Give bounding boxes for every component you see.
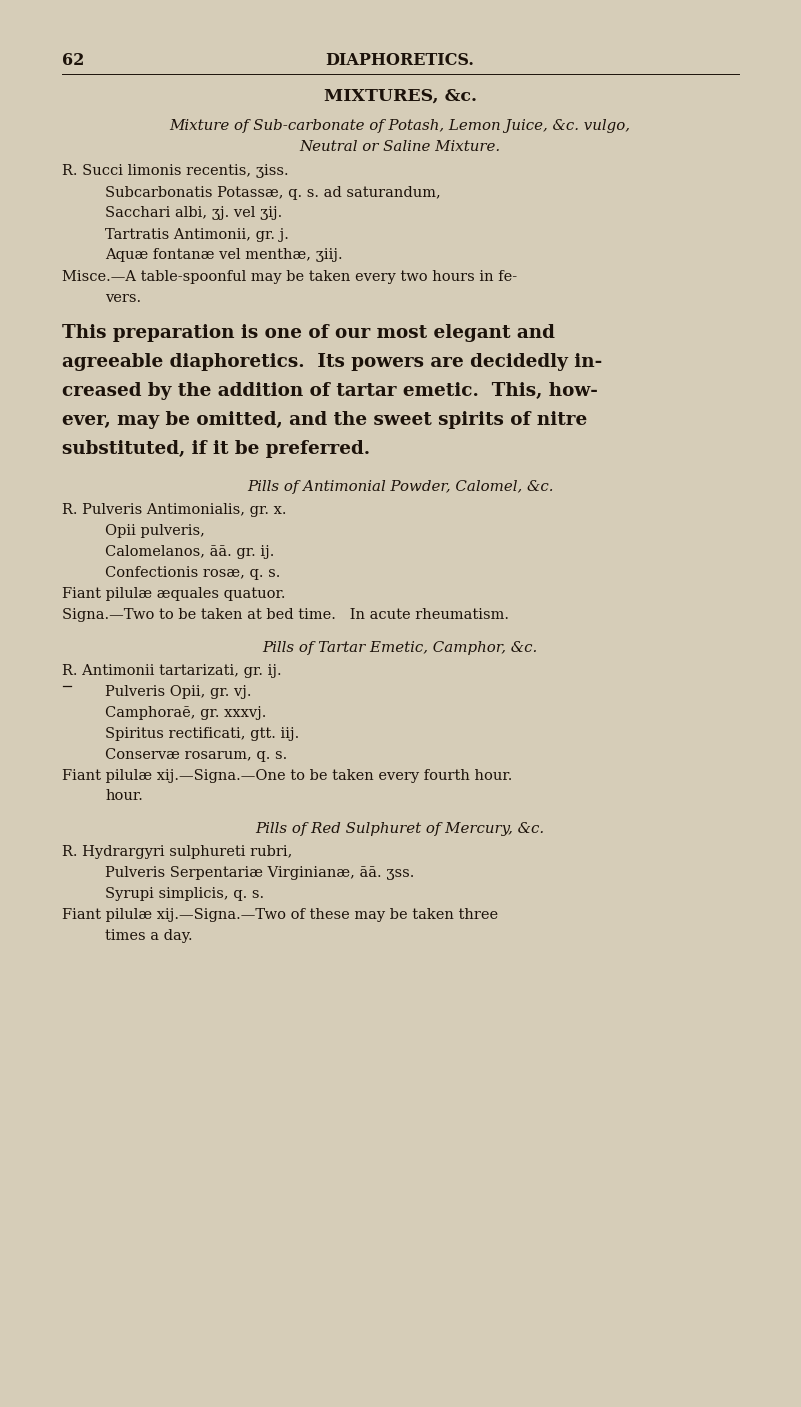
Text: agreeable diaphoretics.  Its powers are decidedly in-: agreeable diaphoretics. Its powers are d… [62,353,602,371]
Text: R. Hydrargyri sulphureti rubri,: R. Hydrargyri sulphureti rubri, [62,844,292,858]
Text: Fiant pilulæ xij.—Signa.—One to be taken every fourth hour.: Fiant pilulæ xij.—Signa.—One to be taken… [62,770,513,784]
Text: ever, may be omitted, and the sweet spirits of nitre: ever, may be omitted, and the sweet spir… [62,411,587,429]
Text: R. Antimonii tartarizati, gr. ij.: R. Antimonii tartarizati, gr. ij. [62,664,282,678]
Text: R. Pulveris Antimonialis, gr. x.: R. Pulveris Antimonialis, gr. x. [62,502,287,516]
Text: Camphoraē, gr. xxxvj.: Camphoraē, gr. xxxvj. [105,706,267,720]
Text: Fiant pilulæ xij.—Signa.—Two of these may be taken three: Fiant pilulæ xij.—Signa.—Two of these ma… [62,908,498,922]
Text: Calomelanos, āā. gr. ij.: Calomelanos, āā. gr. ij. [105,545,275,559]
Text: Pills of Red Sulphuret of Mercury, &c.: Pills of Red Sulphuret of Mercury, &c. [256,822,545,836]
Text: Pills of Antimonial Powder, Calomel, &c.: Pills of Antimonial Powder, Calomel, &c. [247,480,553,494]
Text: Subcarbonatis Potassæ, q. s. ad saturandum,: Subcarbonatis Potassæ, q. s. ad saturand… [105,186,441,200]
Text: Confectionis rosæ, q. s.: Confectionis rosæ, q. s. [105,566,280,580]
Text: Pulveris Serpentariæ Virginianæ, āā. ʒss.: Pulveris Serpentariæ Virginianæ, āā. ʒss… [105,865,414,879]
Text: Opii pulveris,: Opii pulveris, [105,523,205,537]
Text: substituted, if it be preferred.: substituted, if it be preferred. [62,440,370,459]
Text: Tartratis Antimonii, gr. j.: Tartratis Antimonii, gr. j. [105,228,289,242]
Text: Sacchari albi, ʒj. vel ʒij.: Sacchari albi, ʒj. vel ʒij. [105,207,282,221]
Text: Conservæ rosarum, q. s.: Conservæ rosarum, q. s. [105,749,288,763]
Text: hour.: hour. [105,789,143,803]
Text: MIXTURES, &c.: MIXTURES, &c. [324,87,477,106]
Text: creased by the addition of tartar emetic.  This, how-: creased by the addition of tartar emetic… [62,383,598,400]
Text: Misce.—A table-spoonful may be taken every two hours in fe-: Misce.—A table-spoonful may be taken eve… [62,270,517,283]
Text: This preparation is one of our most elegant and: This preparation is one of our most eleg… [62,324,555,342]
Text: DIAPHORETICS.: DIAPHORETICS. [325,52,474,69]
Text: Signa.—Two to be taken at bed time.   In acute rheumatism.: Signa.—Two to be taken at bed time. In a… [62,608,509,622]
Text: Neutral or Saline Mixture.: Neutral or Saline Mixture. [300,141,501,155]
Text: Syrupi simplicis, q. s.: Syrupi simplicis, q. s. [105,886,264,900]
Text: Spiritus rectificati, gtt. iij.: Spiritus rectificati, gtt. iij. [105,727,300,741]
Text: Pills of Tartar Emetic, Camphor, &c.: Pills of Tartar Emetic, Camphor, &c. [263,642,537,656]
Text: Aquæ fontanæ vel menthæ, ʒiij.: Aquæ fontanæ vel menthæ, ʒiij. [105,249,343,263]
Text: vers.: vers. [105,290,141,304]
Text: R. Succi limonis recentis, ʒiss.: R. Succi limonis recentis, ʒiss. [62,165,288,179]
Text: times a day.: times a day. [105,929,192,943]
Text: Pulveris Opii, gr. vj.: Pulveris Opii, gr. vj. [105,685,252,699]
Text: Fiant pilulæ æquales quatuor.: Fiant pilulæ æquales quatuor. [62,587,285,601]
Text: Mixture of Sub-carbonate of Potash, Lemon Juice, &c. vulgo,: Mixture of Sub-carbonate of Potash, Lemo… [170,120,630,134]
Text: 62: 62 [62,52,84,69]
